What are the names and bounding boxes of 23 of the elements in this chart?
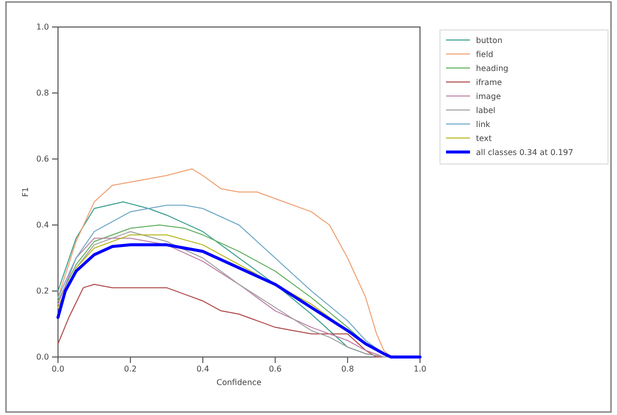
- legend-label: heading: [476, 64, 508, 73]
- y-axis-title: F1: [21, 187, 30, 197]
- x-tick-label: 0.6: [268, 364, 282, 374]
- y-tick-label: 0.4: [36, 220, 49, 230]
- y-tick-label: 0.6: [36, 154, 49, 164]
- legend-label: button: [476, 36, 502, 45]
- x-tick-label: 1.0: [414, 364, 426, 374]
- x-tick-label: 0.2: [124, 364, 137, 374]
- x-tick-label: 0.4: [196, 364, 210, 374]
- y-tick-label: 0.0: [36, 352, 49, 362]
- x-axis-title: Confidence: [216, 378, 262, 387]
- legend-label: iframe: [476, 78, 502, 87]
- legend-label: all classes 0.34 at 0.197: [476, 148, 574, 157]
- legend-label: label: [476, 106, 496, 115]
- legend-label: text: [476, 134, 492, 143]
- legend-label: image: [476, 92, 501, 101]
- y-tick-label: 1.0: [36, 22, 49, 32]
- y-tick-label: 0.2: [36, 286, 49, 296]
- legend-label: link: [476, 120, 491, 129]
- legend-label: field: [476, 50, 494, 59]
- x-tick-label: 0.0: [52, 364, 64, 374]
- x-tick-label: 0.8: [341, 364, 354, 374]
- y-tick-label: 0.8: [36, 88, 49, 98]
